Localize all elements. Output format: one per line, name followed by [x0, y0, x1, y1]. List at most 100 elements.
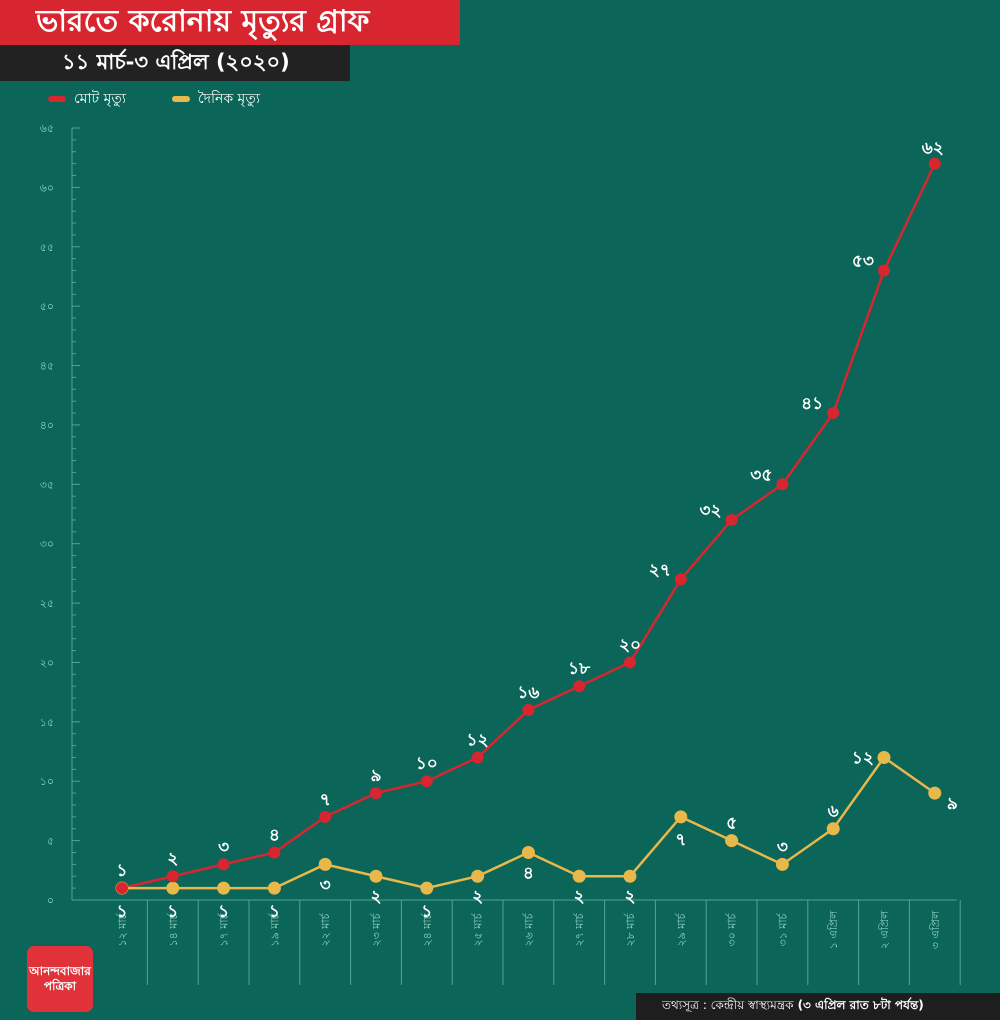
total-deaths-point [878, 264, 890, 277]
legend-swatch-daily [171, 96, 190, 102]
total-deaths-point [116, 882, 128, 895]
total-deaths-value-label: ৪ [269, 825, 280, 845]
daily-deaths-value-label: ৬ [828, 802, 839, 822]
legend-item-daily: দৈনিক মৃত্যু [171, 87, 260, 111]
daily-deaths-point [166, 881, 180, 895]
total-deaths-point [319, 810, 332, 823]
daily-deaths-point [775, 857, 789, 871]
total-deaths-line [121, 163, 936, 890]
x-tick-label: ২৫ মার্চ [472, 912, 485, 946]
total-deaths-value-label: ৬২ [922, 139, 944, 159]
daily-deaths-point [521, 845, 535, 859]
daily-deaths-point [369, 869, 383, 883]
y-tick-label: ২০ [40, 656, 54, 669]
total-deaths-value-label: ১ [116, 861, 127, 881]
daily-deaths-point [725, 834, 739, 848]
source-label: তথ্যসূত্র : কেন্দ্রীয় স্বাস্থ্যমন্ত্রক [662, 997, 794, 1012]
total-deaths-value-label: ১৬ [517, 683, 539, 703]
x-tick-label: ২৩ মার্চ [370, 912, 383, 946]
daily-deaths-value-label: ১ [269, 902, 280, 922]
x-tick-label: ২৬ মার্চ [522, 912, 535, 946]
total-deaths-point [166, 870, 179, 883]
daily-deaths-value-label: ২ [472, 887, 483, 907]
total-deaths-point [370, 787, 382, 800]
daily-deaths-value-label: ২ [624, 887, 635, 907]
x-tick-label: ২৮ মার্চ [624, 912, 637, 946]
daily-deaths-point [318, 857, 332, 871]
daily-deaths-value-label: ১ [218, 902, 229, 922]
x-tick-label: ১৯ মার্চ [268, 912, 281, 946]
y-tick-label: ৪০ [40, 419, 54, 432]
daily-deaths-value-label: ১২ [852, 748, 874, 768]
total-deaths-value-label: ২৭ [649, 560, 671, 580]
y-tick-label: ১৫ [40, 716, 54, 729]
total-deaths-point [217, 858, 230, 871]
total-deaths-value-label: ১০ [416, 754, 438, 774]
y-tick-label: ৩৫ [40, 478, 54, 491]
total-deaths-value-label: ৩৫ [750, 465, 772, 485]
y-tick-label: ৬৫ [40, 122, 54, 135]
y-tick-label: ৪৫ [40, 360, 54, 373]
x-tick-label: ১২ মার্চ [116, 912, 129, 946]
total-deaths-value-label: ১২ [467, 730, 489, 750]
total-deaths-value-label: ৯ [370, 766, 381, 786]
daily-deaths-point [928, 786, 942, 800]
daily-deaths-point [674, 810, 688, 824]
legend-label-daily: দৈনিক মৃত্যু [197, 91, 260, 107]
daily-deaths-value-label: ২ [574, 887, 585, 907]
x-tick-label: ১৭ মার্চ [218, 912, 231, 946]
y-tick-label: ৫ [47, 835, 54, 848]
daily-deaths-point [420, 881, 434, 895]
total-deaths-value-label: ২০ [619, 635, 641, 655]
daily-deaths-value-label: ৪ [523, 863, 534, 883]
daily-deaths-value-label: ১ [167, 902, 178, 922]
daily-deaths-point [826, 822, 840, 836]
total-deaths-point [624, 656, 636, 669]
total-deaths-point [268, 846, 281, 859]
total-deaths-value-label: ৩২ [699, 501, 721, 521]
x-tick-label: ৩০ মার্চ [726, 912, 739, 946]
legend: মোট মৃত্যু দৈনিক মৃত্যু [48, 88, 306, 110]
logo-line-2: পত্রিকা [43, 979, 77, 993]
x-tick-label: ১৪ মার্চ [167, 912, 180, 946]
publisher-logo: আনন্দবাজার পত্রিকা [27, 946, 93, 1012]
y-tick-label: ২৫ [40, 597, 54, 610]
daily-deaths-value-label: ৩ [320, 875, 331, 895]
daily-deaths-value-label: ৫ [726, 814, 737, 834]
chart-points [115, 157, 942, 895]
y-tick-label: ০ [47, 894, 54, 907]
total-deaths-value-label: ৫৩ [852, 252, 874, 272]
total-deaths-value-label: ৭ [320, 790, 331, 810]
daily-deaths-point [877, 750, 891, 764]
x-tick-label: ৩১ মার্চ [776, 912, 789, 946]
total-deaths-point [420, 775, 433, 788]
daily-deaths-value-label: ৩ [777, 837, 788, 857]
y-tick-label: ১০ [40, 775, 54, 788]
total-deaths-point [725, 513, 738, 526]
total-deaths-point [522, 703, 535, 716]
x-tick-label: ২৪ মার্চ [421, 912, 434, 946]
daily-deaths-point [623, 869, 637, 883]
x-tick-label: ২৯ মার্চ [675, 912, 688, 946]
total-deaths-point [776, 478, 789, 491]
y-tick-label: ৫৫ [40, 241, 54, 254]
total-deaths-point [827, 407, 840, 420]
total-deaths-value-label: ১৮ [568, 659, 591, 679]
legend-item-total: মোট মৃত্যু [48, 87, 126, 111]
source-date-note: (৩ এপ্রিল রাত ৮টা পর্যন্ত) [797, 997, 924, 1012]
chart-title: ভারতে করোনায় মৃত্যুর গ্রাফ [0, 0, 460, 45]
chart-lines [121, 163, 936, 890]
total-deaths-value-label: ২ [167, 849, 178, 869]
x-tick-label: ২২ মার্চ [319, 912, 332, 946]
daily-deaths-value-label: ১ [116, 902, 127, 922]
x-tick-label: ৩ এপ্রিল [929, 910, 942, 949]
daily-deaths-value-label: ১ [421, 902, 432, 922]
legend-swatch-total [48, 96, 66, 102]
y-tick-label: ৩০ [40, 538, 54, 551]
x-tick-label: ২ এপ্রিল [878, 910, 891, 949]
source-note: তথ্যসূত্র : কেন্দ্রীয় স্বাস্থ্যমন্ত্রক … [636, 993, 1000, 1020]
daily-deaths-value-label: ৯ [947, 794, 958, 814]
daily-deaths-value-label: ২ [370, 887, 381, 907]
